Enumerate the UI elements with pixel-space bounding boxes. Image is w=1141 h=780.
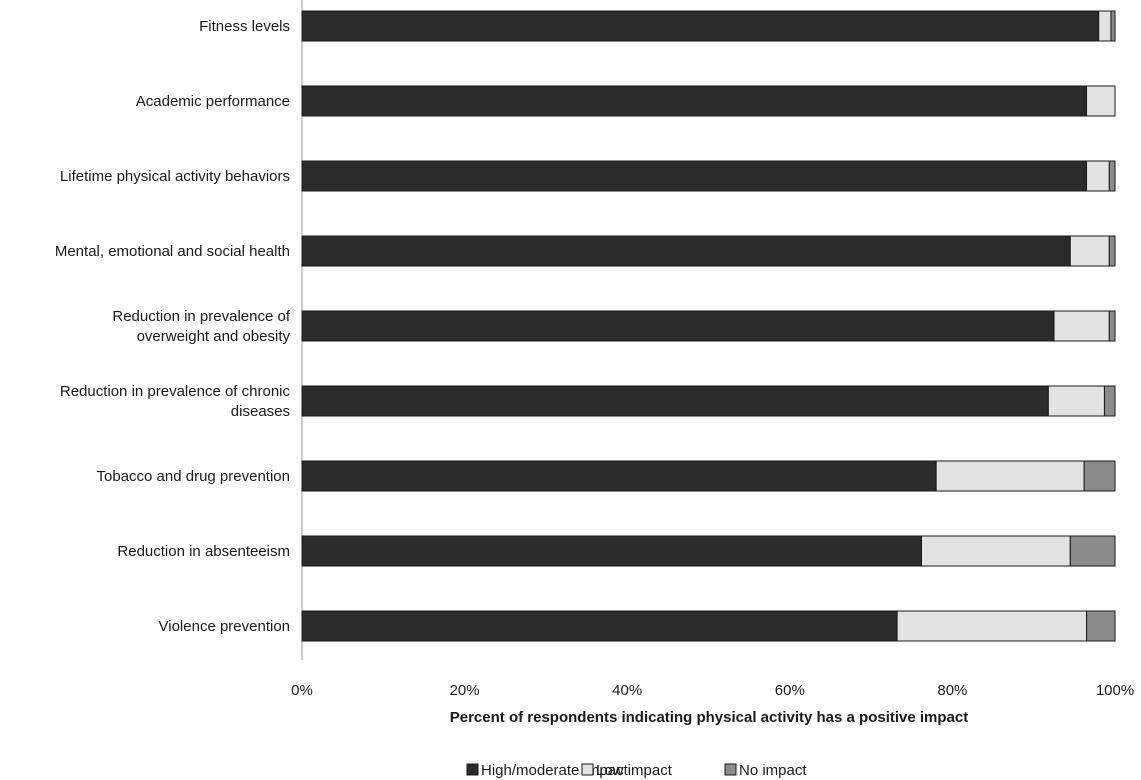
bar-segment-7-series-3 bbox=[1083, 460, 1116, 492]
bar-segment-9-series-3 bbox=[1086, 610, 1116, 642]
category-label: Violence prevention bbox=[159, 618, 290, 635]
category-label: Reduction in absenteeism bbox=[117, 543, 290, 560]
category-label: Reduction in prevalence of overweight and… bbox=[112, 308, 290, 345]
category-label-line: diseases bbox=[231, 403, 290, 420]
category-label-line: Fitness levels bbox=[199, 18, 290, 35]
bar-segment-9-series-1 bbox=[301, 610, 898, 642]
category-label: Lifetime physical activity behaviors bbox=[60, 168, 290, 185]
category-label-line: Reduction in prevalence of chronic bbox=[60, 383, 291, 400]
bar-segment-8-series-2 bbox=[921, 535, 1071, 567]
category-label-line: Tobacco and drug prevention bbox=[97, 468, 290, 485]
category-label-line: Academic performance bbox=[136, 93, 290, 110]
bar-segment-4-series-3 bbox=[1108, 235, 1116, 267]
x-tick-label: 100% bbox=[1096, 682, 1134, 699]
category-label-line: Lifetime physical activity behaviors bbox=[60, 168, 290, 185]
category-label: Reduction in prevalence of chronic diseas… bbox=[60, 383, 291, 420]
bar-segment-2-series-1 bbox=[301, 85, 1088, 117]
bar-segment-7-series-2 bbox=[935, 460, 1085, 492]
x-tick-label: 20% bbox=[450, 682, 480, 699]
category-label: Tobacco and drug prevention bbox=[97, 468, 290, 485]
bar-segment-6-series-3 bbox=[1103, 385, 1116, 417]
bar-segment-8-series-3 bbox=[1069, 535, 1116, 567]
legend-swatch bbox=[581, 763, 594, 776]
bar-segment-3-series-3 bbox=[1108, 160, 1116, 192]
x-tick-label: 80% bbox=[937, 682, 967, 699]
legend-swatch bbox=[466, 763, 479, 776]
bar-segment-8-series-1 bbox=[301, 535, 923, 567]
bar-segment-5-series-1 bbox=[301, 310, 1055, 342]
legend-label: No impact bbox=[739, 762, 807, 779]
legend-label: Low impact bbox=[596, 762, 673, 779]
legend-swatch bbox=[724, 763, 737, 776]
bar-segment-4-series-1 bbox=[301, 235, 1071, 267]
bar-segment-5-series-2 bbox=[1053, 310, 1110, 342]
bar-segment-6-series-1 bbox=[301, 385, 1049, 417]
x-axis-title: Percent of respondents indicating physic… bbox=[450, 709, 968, 726]
bar-segment-1-series-2 bbox=[1098, 10, 1112, 42]
x-tick-label: 0% bbox=[291, 682, 313, 699]
bar-segment-3-series-1 bbox=[301, 160, 1088, 192]
bar-segment-6-series-2 bbox=[1047, 385, 1105, 417]
bar-segment-9-series-2 bbox=[896, 610, 1088, 642]
x-tick-labels: 0% 20% 40% 60% 80% 100% bbox=[291, 682, 1134, 699]
bar-segment-4-series-2 bbox=[1069, 235, 1110, 267]
category-label-line: Violence prevention bbox=[159, 618, 290, 635]
bars-group bbox=[301, 10, 1116, 642]
category-label-line: Reduction in prevalence of bbox=[112, 308, 290, 325]
bar-segment-1-series-1 bbox=[301, 10, 1100, 42]
category-label: Academic performance bbox=[136, 93, 290, 110]
bar-segment-3-series-2 bbox=[1086, 160, 1110, 192]
bar-segment-2-series-2 bbox=[1086, 85, 1116, 117]
bar-segment-7-series-1 bbox=[301, 460, 937, 492]
bar-segment-1-series-3 bbox=[1110, 10, 1116, 42]
category-label-line: Mental, emotional and social health bbox=[55, 243, 290, 260]
category-label-line: Reduction in absenteeism bbox=[117, 543, 290, 560]
category-label-line: overweight and obesity bbox=[137, 328, 291, 345]
x-tick-label: 60% bbox=[775, 682, 805, 699]
category-label: Mental, emotional and social health bbox=[55, 243, 290, 260]
category-label: Fitness levels bbox=[199, 18, 290, 35]
category-labels: Fitness levels Academic performance Lifeti… bbox=[55, 18, 291, 635]
bar-segment-5-series-3 bbox=[1108, 310, 1116, 342]
x-tick-label: 40% bbox=[612, 682, 642, 699]
